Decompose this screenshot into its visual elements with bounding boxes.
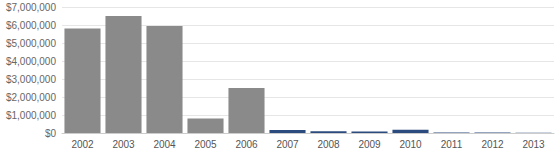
svg-text:2007: 2007 xyxy=(276,139,299,150)
svg-text:2008: 2008 xyxy=(317,139,340,150)
svg-text:2010: 2010 xyxy=(399,139,422,150)
svg-text:$4,000,000: $4,000,000 xyxy=(6,56,56,67)
svg-text:2004: 2004 xyxy=(153,139,176,150)
svg-text:2012: 2012 xyxy=(481,139,504,150)
svg-text:2013: 2013 xyxy=(522,139,545,150)
svg-text:$5,000,000: $5,000,000 xyxy=(6,38,56,49)
svg-text:$3,000,000: $3,000,000 xyxy=(6,74,56,85)
svg-text:2003: 2003 xyxy=(112,139,135,150)
svg-text:2005: 2005 xyxy=(194,139,217,150)
svg-text:$0: $0 xyxy=(45,128,57,139)
svg-text:$1,000,000: $1,000,000 xyxy=(6,110,56,121)
svg-text:2011: 2011 xyxy=(441,139,463,150)
svg-text:$7,000,000: $7,000,000 xyxy=(6,2,56,13)
svg-text:2006: 2006 xyxy=(235,139,258,150)
svg-text:2002: 2002 xyxy=(71,139,94,150)
svg-text:2009: 2009 xyxy=(358,139,381,150)
svg-text:$6,000,000: $6,000,000 xyxy=(6,20,56,31)
svg-text:$2,000,000: $2,000,000 xyxy=(6,92,56,103)
